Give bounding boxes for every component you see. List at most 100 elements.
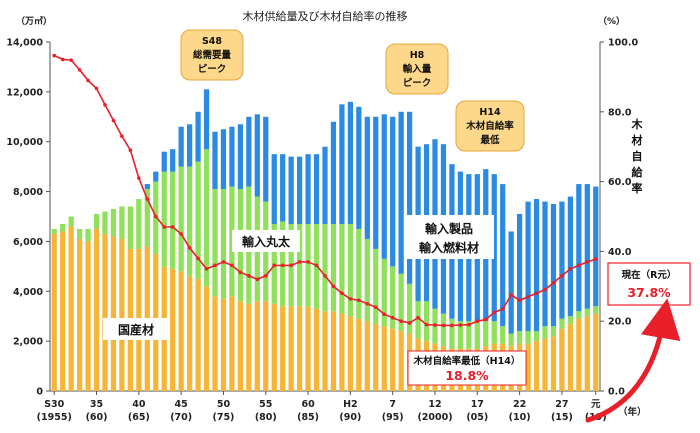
right-axis-ticks: 0.0 20.0 40.0 60.0 80.0 100.0 xyxy=(600,38,638,398)
bar-segment-import-logs xyxy=(93,214,100,229)
self-sufficiency-point xyxy=(577,263,581,268)
bar-segment-domestic xyxy=(203,286,210,391)
bar-segment-domestic xyxy=(288,306,294,391)
bar-segment-import-logs xyxy=(330,223,337,312)
import-logs-label: 輸入丸太 xyxy=(232,230,300,252)
bar-segment-import-logs xyxy=(406,283,413,334)
bar-segment-import-logs xyxy=(542,326,548,339)
self-sufficiency-point xyxy=(289,263,293,268)
self-sufficiency-point xyxy=(263,274,268,278)
bar-segment-domestic xyxy=(178,271,184,391)
bar-segment-import-logs xyxy=(347,223,354,317)
x-tick-label-era: 50 xyxy=(217,399,231,410)
self-sufficiency-point xyxy=(120,134,124,139)
bubble-line: S48 xyxy=(202,36,222,47)
self-sufficiency-point xyxy=(69,58,73,62)
bar-segment-import-products xyxy=(390,116,396,267)
right-axis-label-char: 材 xyxy=(632,133,643,147)
self-sufficiency-point xyxy=(509,293,513,297)
bar-segment-import-products xyxy=(533,199,540,332)
bar-segment-domestic xyxy=(356,318,362,391)
bar-segment-domestic xyxy=(576,318,582,391)
left-tick-label: 0 xyxy=(36,387,43,398)
bar-segment-import-products xyxy=(271,154,277,224)
self-sufficiency-point xyxy=(187,246,192,250)
self-sufficiency-point xyxy=(340,291,344,296)
right-axis-unit: （%） xyxy=(598,16,625,27)
bubble-line: 輸入量 xyxy=(403,63,432,75)
bar-segment-import-logs xyxy=(305,223,311,307)
bubble-line: H14 xyxy=(479,107,501,118)
self-sufficiency-point xyxy=(450,323,454,328)
bar-segment-import-logs xyxy=(212,189,218,297)
bar-segment-import-logs xyxy=(567,316,574,324)
self-sufficiency-point xyxy=(399,319,403,324)
bar-segment-import-logs xyxy=(440,313,447,347)
right-tick-label: 20.0 xyxy=(608,317,632,328)
bar-segment-import-products xyxy=(263,116,269,202)
self-sufficiency-point xyxy=(424,322,429,327)
self-sufficiency-point xyxy=(280,263,285,268)
self-sufficiency-point xyxy=(86,78,90,83)
bar-segment-domestic xyxy=(550,336,557,391)
bar-segment-import-logs xyxy=(390,266,396,329)
self-sufficiency-point xyxy=(94,86,99,91)
self-sufficiency-point xyxy=(517,298,522,303)
bar-segment-import-logs xyxy=(136,199,142,249)
bar-segment-domestic xyxy=(170,268,176,391)
min-ratio-value: 18.8% xyxy=(445,368,489,383)
bar-segment-import-products xyxy=(280,154,286,222)
bar-segment-domestic xyxy=(347,316,354,391)
x-tick-label-era: 45 xyxy=(175,399,188,410)
self-sufficiency-point xyxy=(213,263,217,268)
left-tick-label: 2,000 xyxy=(13,337,43,348)
x-axis-ticks: S30 (1955) 35 (60) 40 (65) 45 (70) 50 (75) 55 (80) 6… xyxy=(37,391,607,423)
bar-segment-import-logs xyxy=(60,223,66,232)
bar-segment-import-logs xyxy=(110,209,117,237)
self-sufficiency-point xyxy=(458,323,463,327)
bubble-line: 総需要量 xyxy=(193,49,232,61)
x-tick-label-year: (10) xyxy=(509,412,531,423)
bar-segment-import-products xyxy=(203,89,210,150)
series-label-import-fuel: 輸入燃料材 xyxy=(419,240,479,255)
left-tick-label: 12,000 xyxy=(6,87,43,98)
x-tick-label-era: 27 xyxy=(555,399,568,410)
self-sufficiency-point xyxy=(238,270,243,275)
bar-segment-import-logs xyxy=(195,161,201,279)
self-sufficiency-point xyxy=(128,148,133,152)
bar-segment-domestic xyxy=(254,301,260,391)
bar-segment-import-products xyxy=(500,184,506,327)
bar-segment-domestic xyxy=(296,306,303,391)
self-sufficiency-point xyxy=(593,257,598,261)
self-sufficiency-point xyxy=(77,68,82,72)
bar-segment-import-logs xyxy=(296,223,303,307)
bar-segment-import-products xyxy=(559,201,565,319)
right-tick-label: 0.0 xyxy=(608,387,625,398)
bar-segment-import-products xyxy=(178,126,184,167)
bar-segment-import-logs xyxy=(220,189,227,299)
bar-segment-import-logs xyxy=(127,206,134,249)
bar-segment-import-logs xyxy=(144,189,150,247)
self-sufficiency-point xyxy=(272,263,277,268)
bar-segment-import-logs xyxy=(525,331,531,344)
bar-segment-domestic xyxy=(339,313,345,391)
bar-segment-domestic xyxy=(93,228,100,391)
bar-segment-domestic xyxy=(542,338,548,391)
bar-segment-import-products xyxy=(220,129,227,190)
self-sufficiency-point xyxy=(365,301,370,306)
bar-segment-domestic xyxy=(593,313,599,391)
bar-segment-import-products xyxy=(339,104,345,224)
x-tick-label-era: S30 xyxy=(44,399,64,410)
bar-segment-domestic xyxy=(220,298,227,391)
bar-segment-import-logs xyxy=(491,321,497,344)
self-sufficiency-point xyxy=(196,256,200,261)
bar-segment-import-logs xyxy=(339,223,345,314)
x-tick-label-year: (85) xyxy=(297,412,319,423)
right-tick-label: 40.0 xyxy=(608,247,632,258)
bar-segment-import-logs xyxy=(576,311,582,319)
right-axis-label: 木材自給率 xyxy=(631,117,644,195)
self-sufficiency-point xyxy=(543,287,547,292)
self-sufficiency-line xyxy=(52,53,598,328)
bar-segment-domestic xyxy=(246,303,252,391)
